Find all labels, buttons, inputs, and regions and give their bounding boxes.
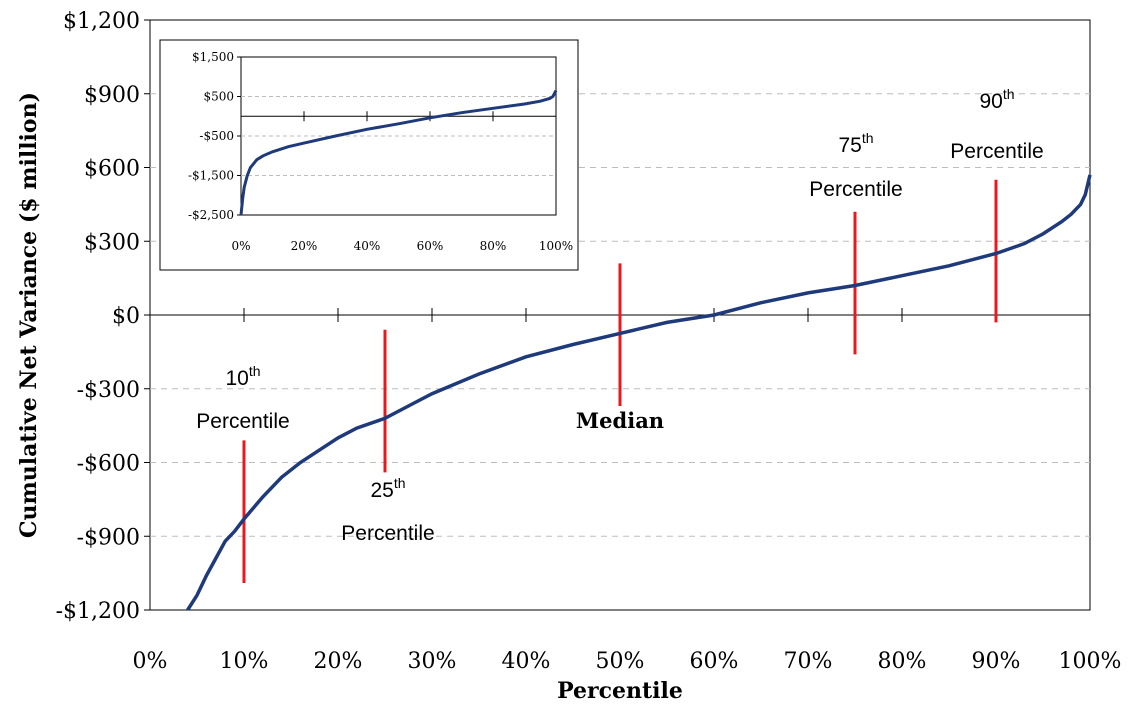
main-x-tick-label: 10% xyxy=(220,649,269,674)
percentile-annotation-number: 90th xyxy=(979,86,1014,113)
main-y-tick-label: $0 xyxy=(112,304,140,329)
main-y-tick-label: -$1,200 xyxy=(56,599,140,624)
inset-zero-axis xyxy=(237,56,556,216)
main-x-tick-label: 100% xyxy=(1059,649,1122,674)
inset-y-tick-label: $500 xyxy=(203,90,234,104)
main-x-tick-label: 20% xyxy=(314,649,363,674)
percentile-annotation-label: Percentile xyxy=(196,410,289,433)
main-y-tick-label: $300 xyxy=(84,230,140,255)
inset-y-tick-label: $1,500 xyxy=(192,50,234,64)
annotation-number: 10 xyxy=(225,367,248,390)
percentile-annotation-label: Percentile xyxy=(809,178,902,201)
percentile-annotations: 10thPercentile25thPercentileMedian75thPe… xyxy=(196,86,1043,545)
percentile-markers xyxy=(242,179,998,583)
main-x-tick-label: 60% xyxy=(690,649,739,674)
inset-y-tick-label: -$1,500 xyxy=(188,169,234,183)
main-x-tick-label: 30% xyxy=(408,649,457,674)
inset-x-tick-labels: 0% 20% 40% 60% 80% 100% xyxy=(231,239,573,253)
inset-x-tick-label: 60% xyxy=(417,239,444,253)
inset-x-tick-label: 20% xyxy=(291,239,318,253)
main-x-tick-label: 50% xyxy=(596,649,645,674)
inset-x-tick-label: 100% xyxy=(539,239,573,253)
inset-x-tick-label: 40% xyxy=(354,239,381,253)
annotation-ordinal-suffix: th xyxy=(394,475,406,491)
main-x-tick-label: 70% xyxy=(784,649,833,674)
annotation-number: 90 xyxy=(979,90,1002,113)
annotation-number: 25 xyxy=(370,479,393,502)
main-x-tick-label: 90% xyxy=(972,649,1021,674)
x-axis-title: Percentile xyxy=(557,678,683,704)
annotation-ordinal-suffix: th xyxy=(249,363,261,379)
main-y-tick-label: -$900 xyxy=(77,525,140,550)
main-y-tick-labels: $1,200 $900 $600 $300 $0 -$300 -$600 -$900 -$1,2… xyxy=(56,9,140,624)
inset-x-tick-label: 80% xyxy=(480,239,507,253)
percentile-annotation-label: Percentile xyxy=(950,140,1043,163)
main-x-tick-label: 0% xyxy=(133,649,168,674)
inset-variance-line xyxy=(239,89,558,216)
percentile-annotation-label: Percentile xyxy=(341,522,434,545)
annotation-ordinal-suffix: th xyxy=(862,130,874,146)
main-y-tick-label: $1,200 xyxy=(63,9,140,34)
percentile-annotation-number: 25th xyxy=(370,475,405,502)
inset-y-tick-label: -$500 xyxy=(199,129,234,143)
annotation-number: 75 xyxy=(838,134,861,157)
annotation-ordinal-suffix: th xyxy=(1003,86,1015,102)
inset-y-tick-label: -$2,500 xyxy=(188,208,234,222)
main-y-tick-label: -$600 xyxy=(77,452,140,477)
inset-gridlines xyxy=(241,96,556,176)
percentile-annotation-number: 75th xyxy=(838,130,873,157)
main-x-tick-label: 40% xyxy=(502,649,551,674)
y-axis-title: Cumulative Net Variance ($ million) xyxy=(16,92,42,538)
percentile-annotation-number: 10th xyxy=(225,363,260,390)
main-x-tick-label: 80% xyxy=(878,649,927,674)
main-y-tick-label: $900 xyxy=(84,83,140,108)
main-y-tick-label: $600 xyxy=(84,157,140,182)
median-annotation-label: Median xyxy=(576,408,664,433)
cumulative-variance-line xyxy=(186,174,1092,611)
main-x-tick-labels: 0% 10% 20% 30% 40% 50% 60% 70% 80% 90% 100% xyxy=(133,649,1122,674)
inset-x-tick-label: 0% xyxy=(231,239,250,253)
main-y-tick-label: -$300 xyxy=(77,378,140,403)
inset-y-tick-labels: $1,500 $500 -$500 -$1,500 -$2,500 xyxy=(188,50,234,222)
